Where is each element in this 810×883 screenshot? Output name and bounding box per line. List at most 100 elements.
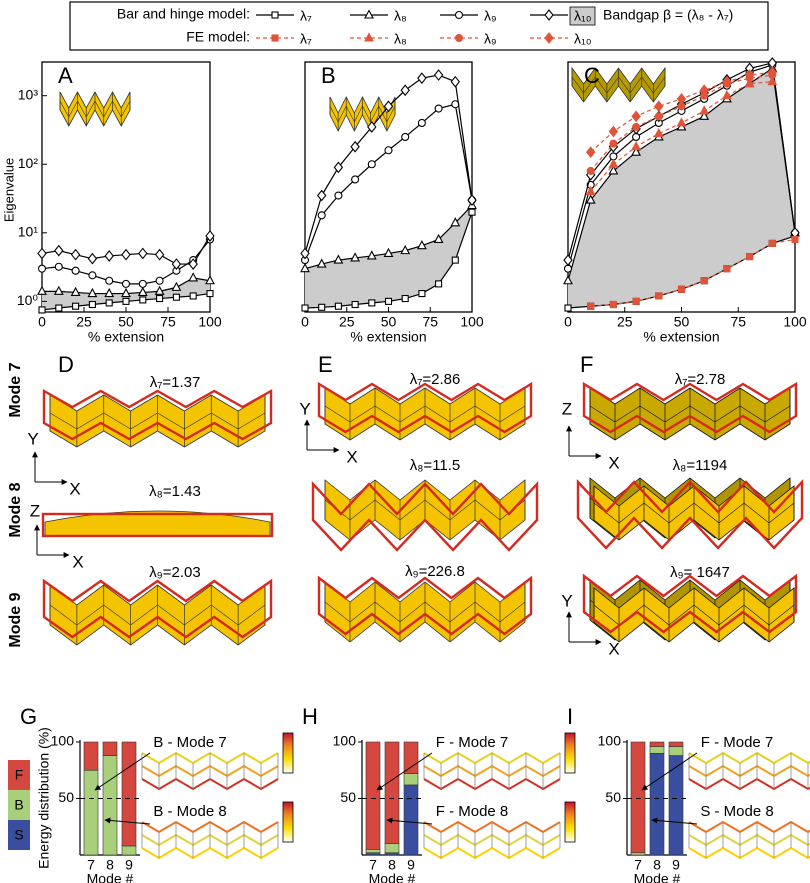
annotation: F - Mode 7 xyxy=(436,734,509,751)
arrow xyxy=(641,752,698,791)
bar-segment xyxy=(649,741,665,747)
legend-label: λ₇ xyxy=(300,8,312,24)
eigenvalue-label: λ₇=1.37 xyxy=(150,374,201,391)
marker xyxy=(70,248,81,261)
legend-label: λ₁₀ xyxy=(574,8,592,24)
y-tick-label: 10⁰ xyxy=(17,292,39,308)
arrow xyxy=(376,752,433,791)
bar-segment xyxy=(668,741,684,747)
marker xyxy=(746,253,754,261)
marker xyxy=(37,264,47,273)
marker xyxy=(699,105,710,115)
lattice xyxy=(688,751,810,765)
lattice xyxy=(688,777,810,791)
lattice xyxy=(141,777,279,791)
marker xyxy=(721,90,732,100)
marker xyxy=(366,250,377,260)
marker xyxy=(334,191,343,200)
fold-line xyxy=(324,601,526,623)
x-tick-label: 7 xyxy=(87,857,95,873)
x-tick-label: 50 xyxy=(118,314,134,330)
marker xyxy=(87,287,98,298)
marker xyxy=(121,287,131,298)
marker xyxy=(350,252,361,262)
marker xyxy=(655,292,663,300)
x-tick-label: 25 xyxy=(617,314,633,330)
marker xyxy=(206,290,214,298)
mode-outline xyxy=(42,388,273,441)
x-tick-label: 0 xyxy=(301,314,309,330)
x-axis-label: % extension xyxy=(643,329,719,345)
marker xyxy=(71,266,80,275)
marker xyxy=(587,302,595,310)
marker xyxy=(333,254,344,264)
marker xyxy=(172,293,180,301)
marker xyxy=(451,256,459,264)
panel-letter: G xyxy=(20,704,37,729)
marker xyxy=(608,165,619,175)
legend-row-label: FE model: xyxy=(186,29,250,45)
mode-outline xyxy=(317,381,533,434)
eigenvalue-label: λ₉=2.03 xyxy=(149,564,200,581)
marker xyxy=(384,297,393,305)
legend-row-label: Bar and hinge model: xyxy=(117,6,250,22)
marker xyxy=(417,118,426,128)
legend-label: λ₇ xyxy=(300,31,312,47)
x-tick-label: 8 xyxy=(388,857,396,873)
marker xyxy=(72,302,80,310)
marker xyxy=(334,302,342,310)
marker xyxy=(631,141,642,151)
marker xyxy=(383,247,394,258)
marker xyxy=(205,275,215,285)
mode-label: Mode 9 xyxy=(7,592,24,647)
bar-segment xyxy=(384,843,400,854)
marker xyxy=(631,110,641,123)
legend-marker xyxy=(271,34,279,42)
axis-name: Y xyxy=(561,591,572,610)
marker xyxy=(563,275,573,285)
marker xyxy=(138,279,147,288)
mode-label: Mode 8 xyxy=(7,482,24,537)
legend-marker xyxy=(544,9,554,21)
legend-marker xyxy=(544,32,554,44)
annotation: F - Mode 7 xyxy=(701,734,774,751)
bar-segment xyxy=(365,849,381,854)
marker xyxy=(653,127,664,138)
mode-outline xyxy=(42,578,273,639)
eigenvalue-label: λ₈=1194 xyxy=(673,457,728,474)
bar-segment xyxy=(102,741,118,756)
x-tick-label: 100 xyxy=(783,314,807,330)
legend-label: S xyxy=(14,827,23,843)
marker xyxy=(676,117,687,127)
marker xyxy=(450,75,461,88)
bar-segment xyxy=(365,852,381,856)
fold-line xyxy=(589,405,791,423)
marker xyxy=(417,72,427,85)
marker xyxy=(632,297,640,305)
x-tick-label: 75 xyxy=(730,314,746,330)
mode-outline xyxy=(582,381,798,434)
x-tick-label: 50 xyxy=(381,314,397,330)
bar-segment xyxy=(403,784,419,856)
fold-line xyxy=(59,100,131,118)
marker xyxy=(585,194,596,204)
y-tick-label: 100 xyxy=(598,733,622,749)
marker xyxy=(53,285,64,295)
bar-segment xyxy=(630,852,646,856)
y-axis-label: Eigenvalue xyxy=(1,158,16,222)
marker xyxy=(744,77,755,88)
mode-outline xyxy=(317,575,533,636)
panel-letter: D xyxy=(58,352,74,377)
arrow xyxy=(651,817,698,825)
marker xyxy=(300,262,310,273)
annotation: B - Mode 8 xyxy=(153,803,226,820)
bar-segment xyxy=(649,746,665,754)
marker xyxy=(55,304,63,312)
marker xyxy=(563,264,573,273)
marker xyxy=(122,297,130,305)
bar-segment xyxy=(384,852,400,856)
marker xyxy=(384,146,393,155)
marker xyxy=(318,303,326,311)
marker xyxy=(768,239,776,247)
